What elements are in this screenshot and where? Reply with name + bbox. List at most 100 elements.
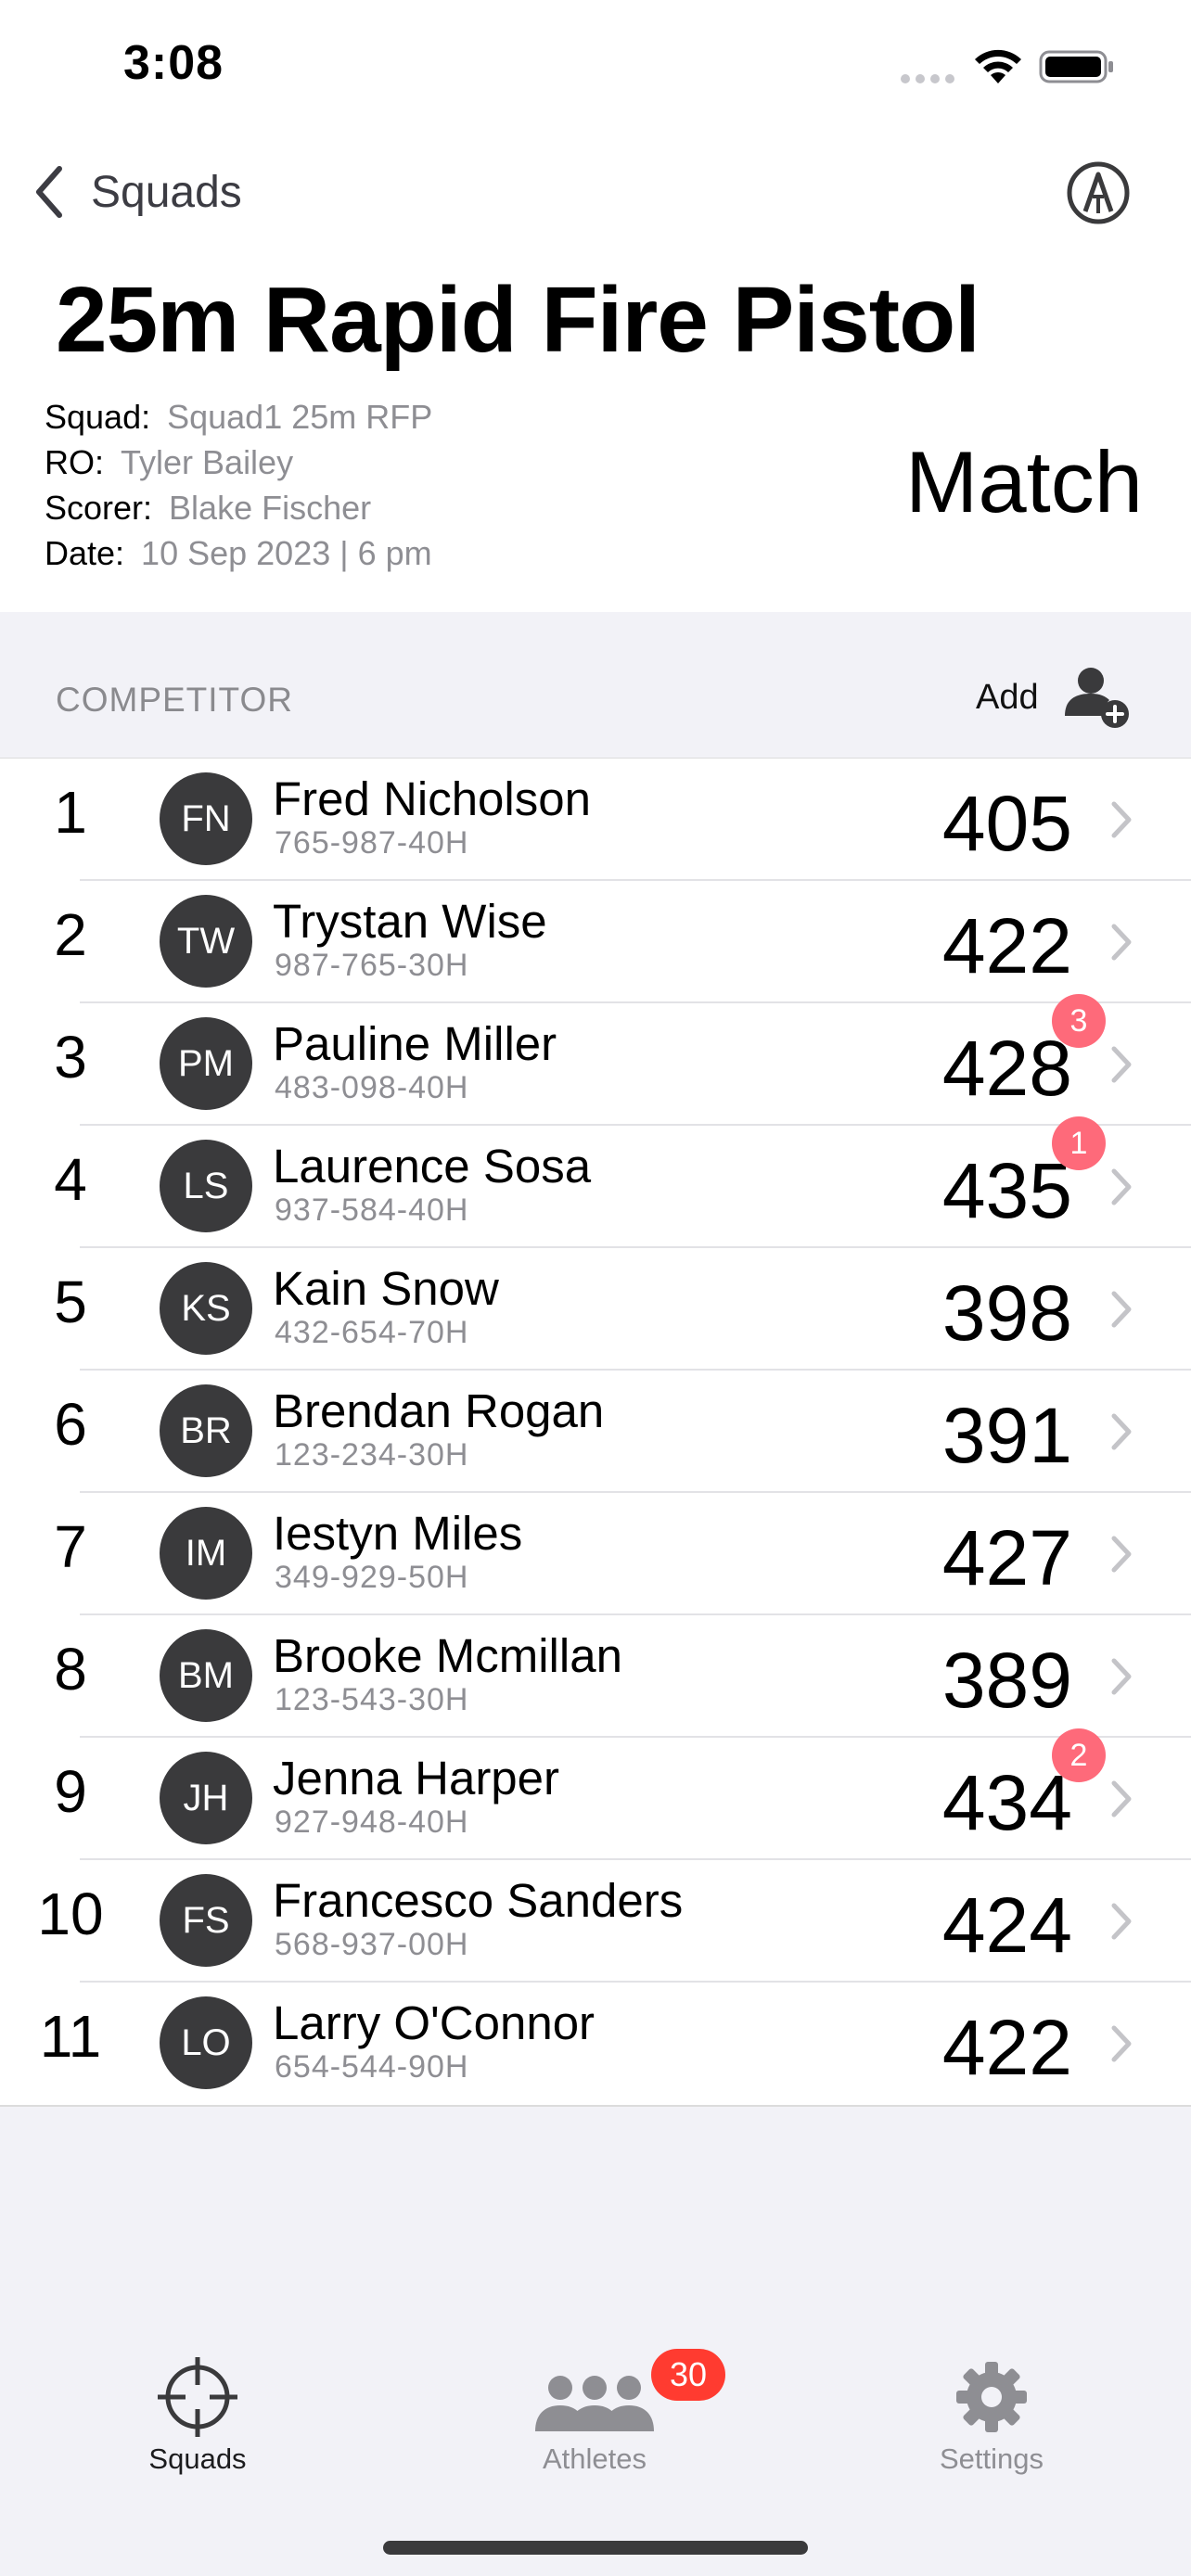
tab-squads[interactable]: Squads bbox=[86, 2357, 309, 2487]
meta-row-squad: Squad: Squad1 25m RFP bbox=[45, 394, 432, 440]
competitor-row[interactable]: 4 LS Laurence Sosa 937-584-40H 435 1 bbox=[0, 1116, 1191, 1248]
competitor-row[interactable]: 9 JH Jenna Harper 927-948-40H 434 2 bbox=[0, 1728, 1191, 1860]
competitor-name: Brooke Mcmillan bbox=[273, 1629, 622, 1682]
competitor-row[interactable]: 7 IM Iestyn Miles 349-929-50H 427 bbox=[0, 1493, 1191, 1615]
home-indicator bbox=[383, 2541, 808, 2555]
add-person-icon bbox=[1064, 668, 1129, 728]
rank-number: 9 bbox=[0, 1738, 141, 1860]
rank-text: 4 bbox=[54, 1146, 87, 1213]
chevron-right-icon bbox=[1111, 1780, 1132, 1817]
competitor-row[interactable]: 1 FN Fred Nicholson 765-987-40H 405 bbox=[0, 759, 1191, 881]
competitor-score: 424 bbox=[941, 1881, 1072, 1969]
rank-text: 10 bbox=[37, 1881, 104, 1947]
rank-number: 8 bbox=[0, 1615, 141, 1738]
crosshair-icon bbox=[158, 2357, 237, 2437]
chevron-right-icon bbox=[1111, 801, 1132, 838]
competitor-section-header bbox=[0, 612, 1191, 759]
chevron-right-icon bbox=[1111, 2025, 1132, 2062]
meta-value: Blake Fischer bbox=[169, 489, 372, 527]
tab-label: Squads bbox=[148, 2442, 247, 2475]
meta-key: Squad: bbox=[45, 398, 151, 436]
page-title: 25m Rapid Fire Pistol bbox=[56, 268, 980, 372]
competitor-name: Fred Nicholson bbox=[273, 772, 591, 825]
rank-text: 9 bbox=[54, 1758, 87, 1825]
competitor-score: 435 bbox=[941, 1147, 1072, 1234]
issue-count-badge: 3 bbox=[1052, 994, 1106, 1048]
chevron-right-icon bbox=[1111, 1903, 1132, 1940]
competitor-list: 1 FN Fred Nicholson 765-987-40H 405 2 TW Trysta… bbox=[0, 759, 1191, 2107]
competitor-score: 389 bbox=[941, 1637, 1072, 1724]
status-time: 3:08 bbox=[123, 36, 224, 90]
meta-value: Tyler Bailey bbox=[121, 443, 294, 481]
rank-number: 6 bbox=[0, 1371, 141, 1493]
meta-value: 10 Sep 2023 | 6 pm bbox=[141, 534, 432, 572]
mode-label: Match bbox=[905, 433, 1143, 530]
competitor-name: Francesco Sanders bbox=[273, 1874, 684, 1927]
competitor-id: 937-584-40H bbox=[275, 1192, 469, 1228]
battery-icon bbox=[1039, 50, 1113, 83]
competitor-id: 123-543-30H bbox=[275, 1682, 469, 1717]
rank-number: 10 bbox=[0, 1860, 141, 1983]
tab-athletes[interactable]: Athletes bbox=[483, 2357, 706, 2487]
tab-label: Athletes bbox=[542, 2442, 647, 2475]
competitor-score: 434 bbox=[941, 1759, 1072, 1846]
competitor-name: Iestyn Miles bbox=[273, 1507, 523, 1560]
back-button[interactable]: Squads bbox=[32, 159, 242, 224]
rank-number: 3 bbox=[0, 1003, 141, 1126]
chevron-right-icon bbox=[1111, 1658, 1132, 1695]
rank-text: 5 bbox=[54, 1269, 87, 1335]
competitor-row[interactable]: 6 BR Brendan Rogan 123-234-30H 391 bbox=[0, 1371, 1191, 1493]
avatar: KS bbox=[160, 1262, 252, 1355]
competitor-id: 987-765-30H bbox=[275, 948, 469, 983]
competitor-id: 927-948-40H bbox=[275, 1804, 469, 1840]
avatar: JH bbox=[160, 1752, 252, 1844]
issue-count-badge: 1 bbox=[1052, 1116, 1106, 1170]
meta-row-ro: RO: Tyler Bailey bbox=[45, 440, 432, 485]
avatar: LO bbox=[160, 1996, 252, 2089]
competitor-id: 432-654-70H bbox=[275, 1315, 469, 1350]
competitor-id: 349-929-50H bbox=[275, 1560, 469, 1595]
competitor-row[interactable]: 10 FS Francesco Sanders 568-937-00H 424 bbox=[0, 1860, 1191, 1983]
add-competitor-button[interactable]: Add bbox=[976, 660, 1133, 734]
competitor-row[interactable]: 8 BM Brooke Mcmillan 123-543-30H 389 bbox=[0, 1615, 1191, 1738]
issue-count-badge: 2 bbox=[1052, 1728, 1106, 1782]
tab-settings[interactable]: Settings bbox=[880, 2357, 1103, 2487]
meta-row-date: Date: 10 Sep 2023 | 6 pm bbox=[45, 530, 432, 576]
pencil-tip-circle-icon[interactable] bbox=[1065, 159, 1132, 226]
rank-number: 5 bbox=[0, 1248, 141, 1371]
competitor-id: 568-937-00H bbox=[275, 1927, 469, 1962]
meta-value: Squad1 25m RFP bbox=[167, 398, 433, 436]
competitor-name: Brendan Rogan bbox=[273, 1384, 605, 1437]
rank-number: 4 bbox=[0, 1126, 141, 1248]
competitor-row[interactable]: 2 TW Trystan Wise 987-765-30H 422 bbox=[0, 881, 1191, 1003]
status-bar: 3:08 bbox=[0, 0, 1191, 130]
competitor-row[interactable]: 5 KS Kain Snow 432-654-70H 398 bbox=[0, 1248, 1191, 1371]
tab-label: Settings bbox=[939, 2442, 1044, 2475]
competitor-score: 427 bbox=[941, 1514, 1072, 1601]
add-label: Add bbox=[976, 677, 1039, 717]
chevron-right-icon bbox=[1111, 924, 1132, 961]
rank-text: 1 bbox=[54, 779, 87, 846]
rank-number: 1 bbox=[0, 759, 141, 881]
chevron-right-icon bbox=[1111, 1291, 1132, 1328]
competitor-row[interactable]: 3 PM Pauline Miller 483-098-40H 428 3 bbox=[0, 994, 1191, 1126]
meta-key: Scorer: bbox=[45, 489, 153, 527]
rank-text: 8 bbox=[54, 1636, 87, 1702]
chevron-right-icon bbox=[1111, 1168, 1132, 1205]
meta-key: Date: bbox=[45, 534, 125, 572]
athletes-count-badge: 30 bbox=[651, 2349, 725, 2401]
chevron-right-icon bbox=[1111, 1046, 1132, 1083]
competitor-name: Laurence Sosa bbox=[273, 1140, 592, 1192]
cellular-signal-icon bbox=[901, 74, 954, 83]
rank-text: 2 bbox=[54, 901, 87, 968]
competitor-score: 422 bbox=[941, 2004, 1072, 2091]
rank-text: 6 bbox=[54, 1391, 87, 1458]
avatar: TW bbox=[160, 895, 252, 988]
rank-number: 7 bbox=[0, 1493, 141, 1615]
wifi-icon bbox=[975, 49, 1021, 83]
avatar: LS bbox=[160, 1140, 252, 1232]
competitor-score: 422 bbox=[941, 902, 1072, 989]
competitor-row[interactable]: 11 LO Larry O'Connor 654-544-90H 422 bbox=[0, 1983, 1191, 2105]
avatar: FN bbox=[160, 772, 252, 865]
competitor-score: 405 bbox=[941, 780, 1072, 867]
